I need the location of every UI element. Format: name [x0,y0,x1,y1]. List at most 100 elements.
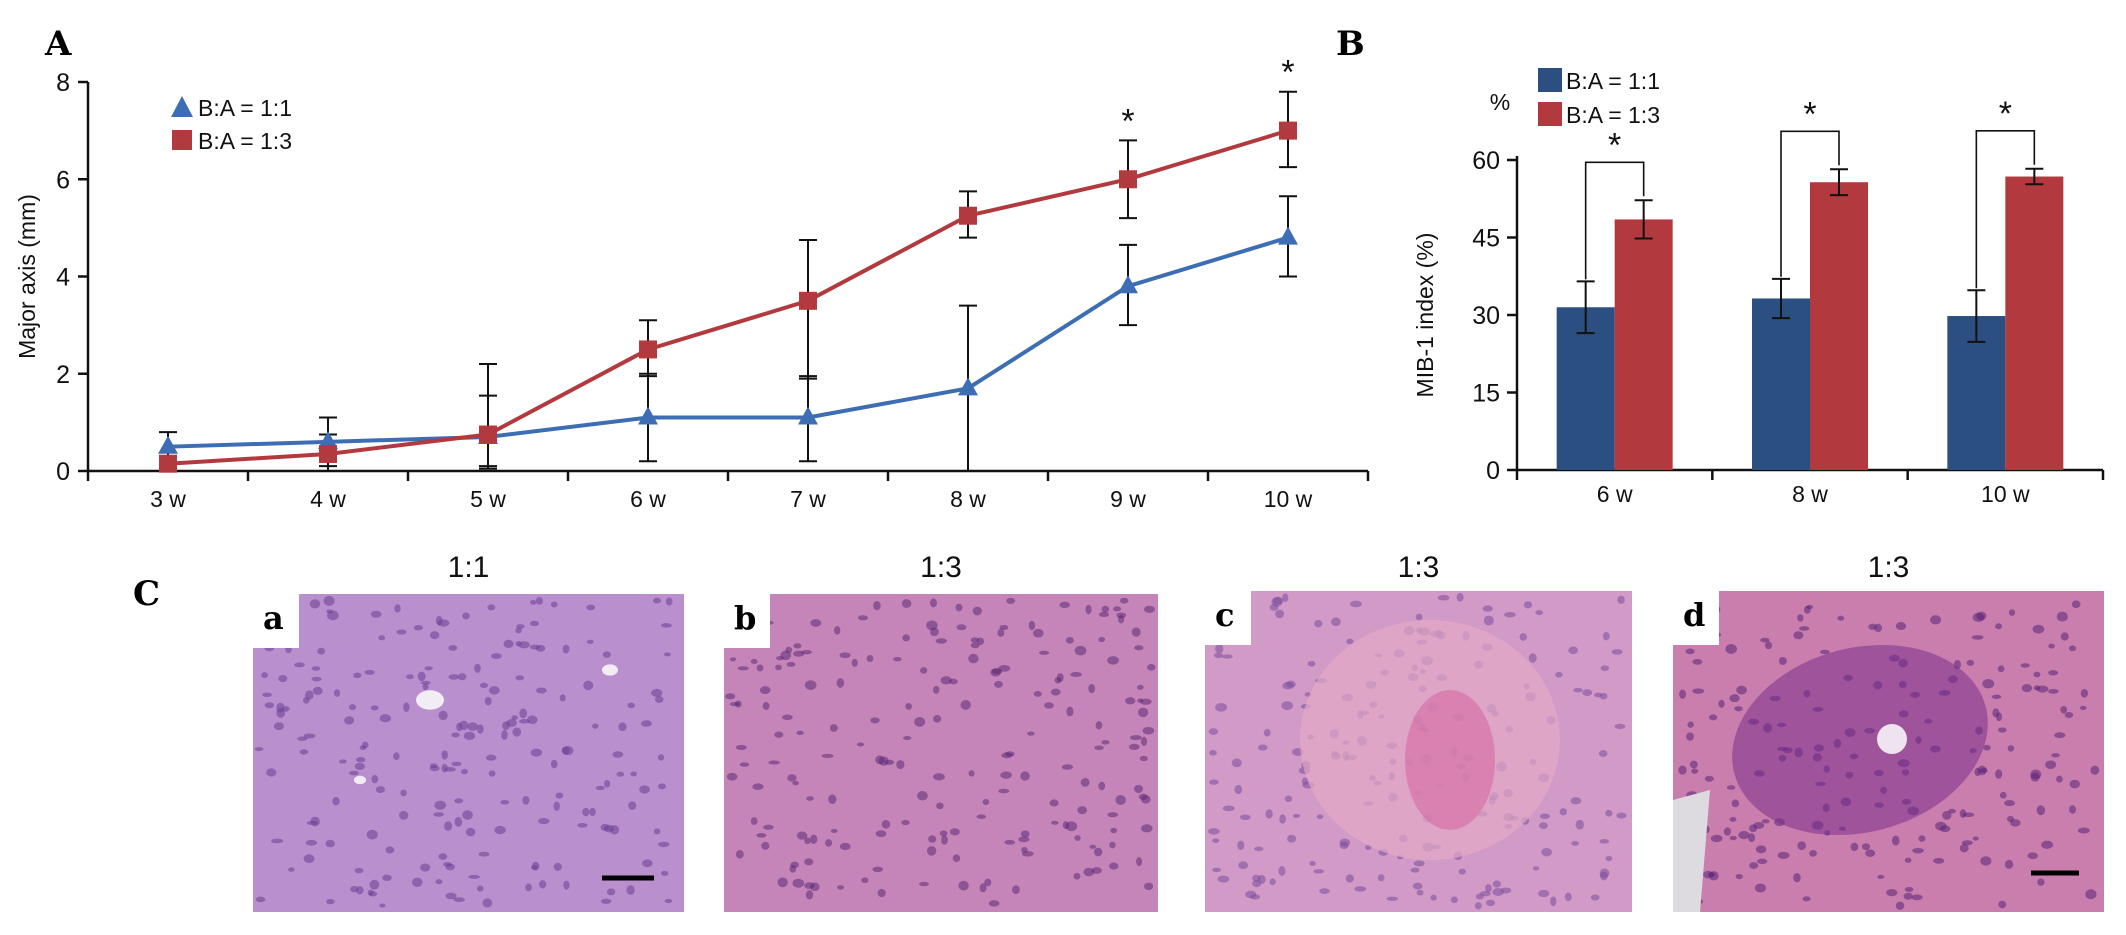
nucleus-mark [2048,688,2059,694]
nucleus-mark [530,599,537,605]
nucleus-mark [500,799,510,805]
nucleus-mark [266,768,277,777]
nucleus-mark [1313,869,1325,874]
label-box [1673,591,1719,645]
nucleus-mark [326,898,335,905]
nucleus-mark [1257,744,1268,751]
nucleus-mark [1997,665,2005,673]
y-tick-label: 2 [56,361,70,389]
nucleus-mark [1895,622,1907,630]
nucleus-mark [1980,856,1992,866]
nucleus-mark [1249,894,1261,900]
nucleus-mark [2004,800,2016,807]
nucleus-mark [448,644,458,651]
micrograph-image [253,594,684,912]
y-axis-label: MIB-1 index (%) [1412,233,1438,398]
nucleus-mark [1725,644,1738,654]
nucleus-mark [1006,597,1016,605]
nucleus-mark [920,667,928,674]
nucleus-mark [1222,805,1235,812]
nucleus-mark [1995,623,2003,630]
x-tick-label: 8 w [1792,481,1828,507]
nucleus-mark [1692,658,1703,665]
nucleus-mark [378,635,386,641]
nucleus-mark [525,883,532,892]
nucleus-mark [433,812,444,817]
x-tick-label: 10 w [1981,481,2030,507]
nucleus-mark [1749,862,1759,869]
nucleus-mark [1074,835,1081,841]
nucleus-mark [474,663,481,674]
nucleus-mark [1729,816,1737,822]
nucleus-mark [737,666,749,671]
micrograph-letter: c [1215,596,1234,634]
significance-star: * [1803,95,1816,133]
nucleus-mark [979,883,987,893]
nucleus-mark [639,785,650,794]
nucleus-mark [759,686,771,695]
nucleus-mark [2036,805,2046,816]
nucleus-mark [729,657,737,662]
nucleus-mark [955,603,963,612]
nucleus-mark [901,599,912,608]
nucleus-mark [984,878,992,887]
nucleus-mark [309,599,321,609]
nucleus-mark [735,850,744,859]
nucleus-mark [371,775,379,784]
nucleus-mark [1238,861,1249,870]
nucleus-mark [1582,689,1593,697]
nucleus-mark [1212,867,1222,873]
nucleus-mark [2004,859,2014,869]
significance-star: * [1999,95,2012,133]
nucleus-mark [441,750,448,760]
data-point-square [959,206,977,225]
nucleus-mark [1346,638,1354,645]
nucleus-mark [1809,849,1818,857]
nucleus-mark [1614,723,1626,729]
nucleus-mark [739,762,750,767]
nucleus-mark [750,817,758,825]
nucleus-mark [1109,841,1116,849]
nucleus-mark [1760,637,1770,643]
nucleus-mark [1992,708,2000,718]
nucleus-mark [1820,649,1830,655]
nucleus-mark [998,788,1010,794]
nucleus-mark [1028,620,1036,631]
nucleus-mark [2021,684,2033,693]
nucleus-mark [829,724,838,732]
lumen-space [1877,724,1907,754]
x-tick-label: 8 w [950,486,986,512]
micrograph-title: 1:1 [448,551,490,584]
nucleus-mark [553,801,560,811]
nucleus-mark [1354,886,1367,892]
nucleus-mark [305,839,318,846]
nucleus-mark [438,853,448,860]
nucleus-mark [443,862,452,867]
nucleus-mark [506,718,517,727]
nucleus-mark [804,680,817,690]
nucleus-mark [1523,601,1533,609]
nucleus-mark [1212,838,1220,843]
nucleus-mark [488,770,496,777]
nucleus-mark [512,727,522,737]
nucleus-mark [933,714,942,723]
nucleus-mark [441,763,448,773]
nucleus-mark [435,615,443,626]
nucleus-mark [1802,896,1811,902]
nucleus-mark [828,794,837,805]
nucleus-mark [857,615,869,621]
nucleus-mark [1456,592,1464,602]
nucleus-mark [1050,820,1059,825]
nucleus-mark [304,690,314,700]
nucleus-mark [311,676,322,682]
nucleus-mark [935,638,947,644]
nucleus-mark [968,653,979,664]
nucleus-mark [370,610,382,618]
nucleus-mark [1903,892,1913,900]
nucleus-mark [919,881,929,887]
nucleus-mark [806,796,814,801]
nucleus-mark [830,828,838,833]
nucleus-mark [1617,595,1625,604]
nucleus-mark [2048,643,2055,649]
y-unit-label: % [1490,89,1510,115]
